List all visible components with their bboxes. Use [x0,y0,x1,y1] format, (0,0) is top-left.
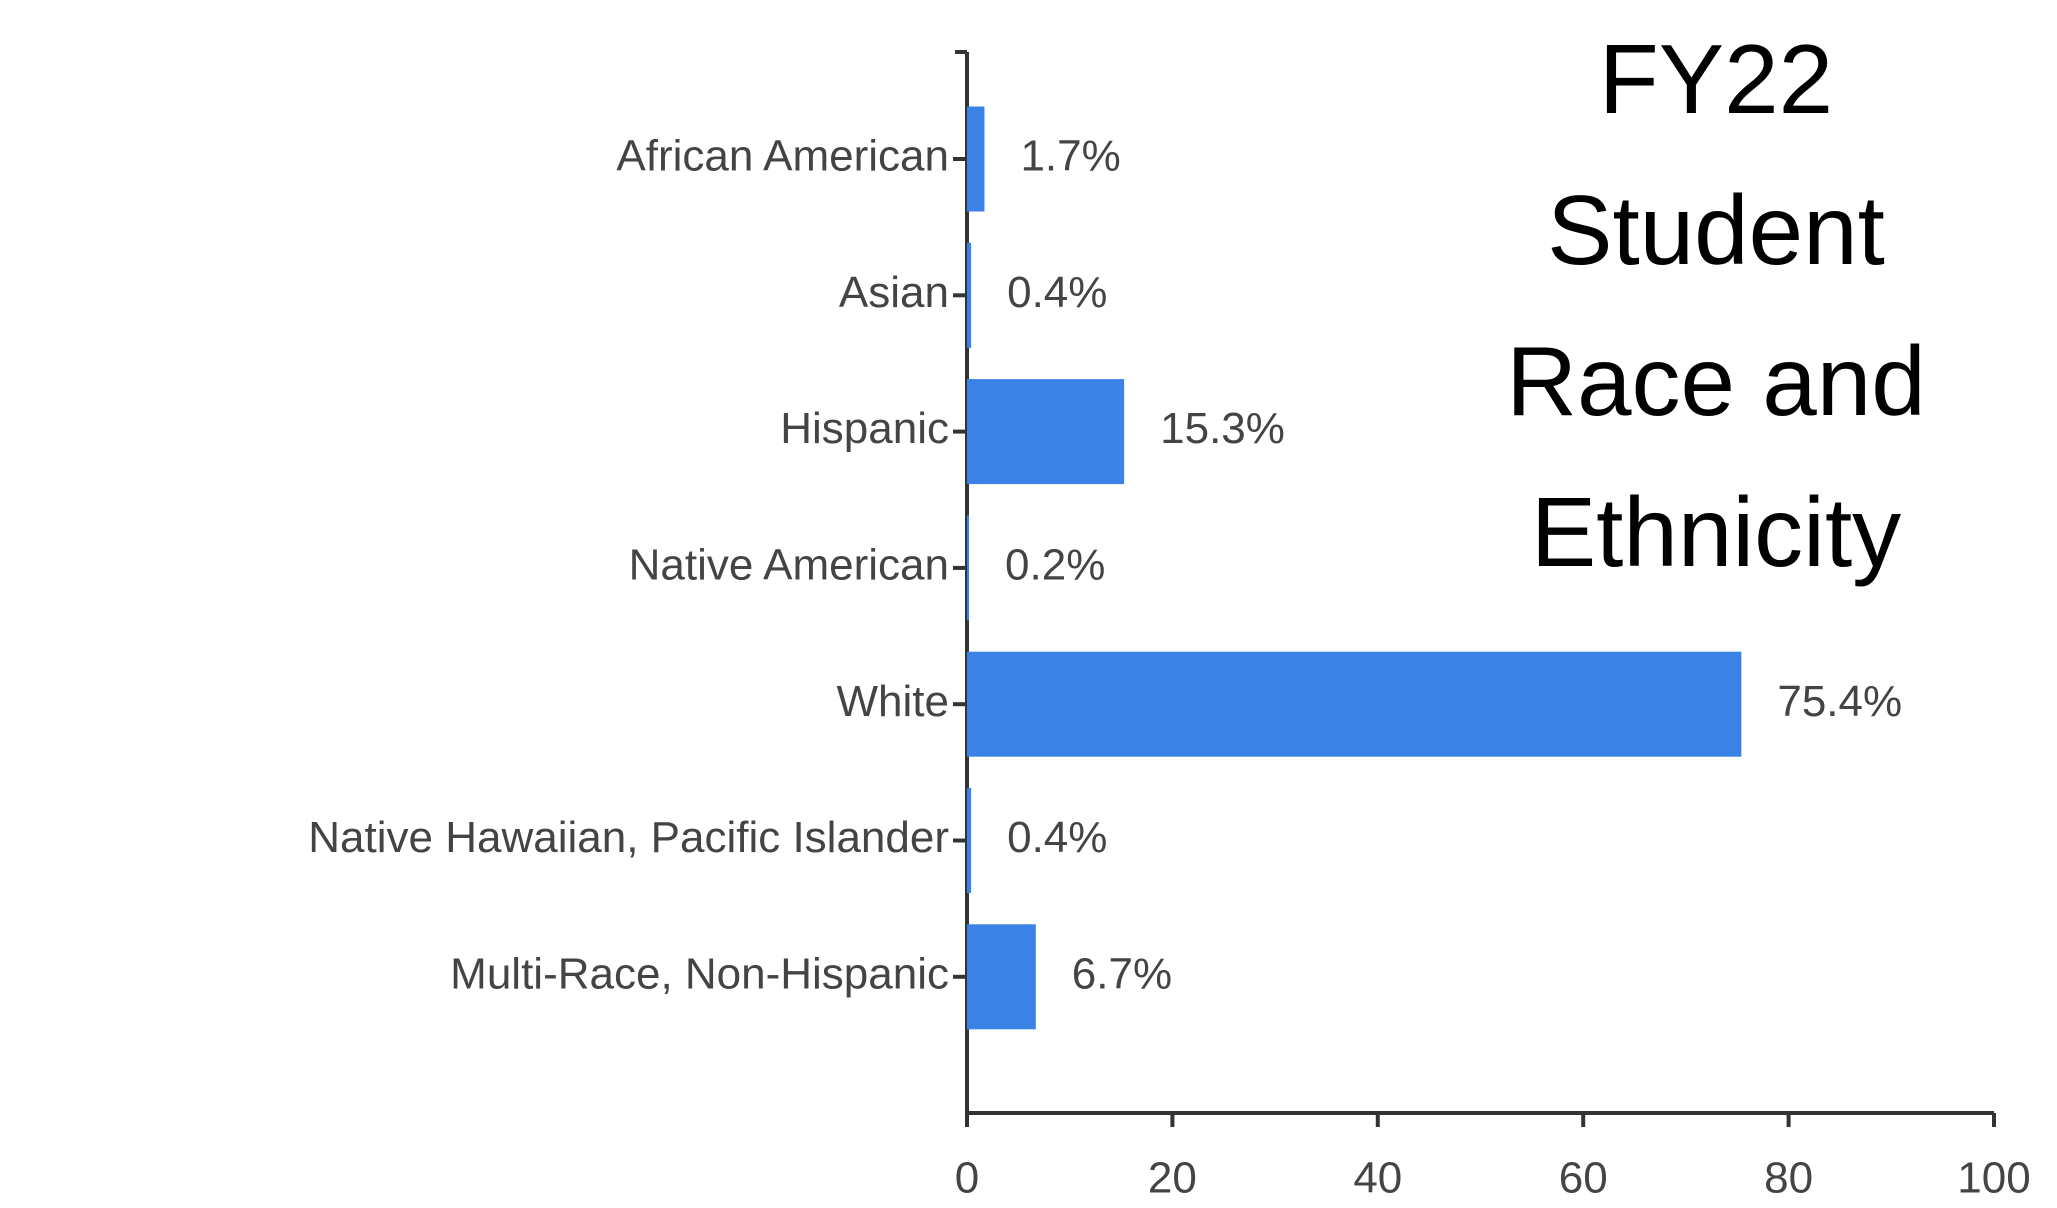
x-tick-label: 100 [1957,1154,2030,1203]
x-tick-label: 0 [955,1154,979,1203]
y-tick-label: Multi-Race, Non-Hispanic [450,949,949,998]
bar [967,788,972,893]
bar [967,379,1125,485]
x-tick-label: 40 [1353,1154,1402,1203]
value-label: 0.4% [1007,813,1107,862]
bar [967,651,1742,757]
value-label: 75.4% [1777,677,1902,726]
value-label: 1.7% [1020,132,1120,181]
bar [967,242,972,348]
x-tick-label: 20 [1148,1154,1197,1203]
value-label: 15.3% [1160,404,1285,453]
x-tick-label: 60 [1559,1154,1608,1203]
bar [967,515,970,621]
y-tick-label: African American [616,132,949,181]
y-tick-label: Asian [839,268,949,317]
y-tick-label: Native Hawaiian, Pacific Islander [308,813,949,862]
y-tick-label: White [837,677,949,726]
bar [967,106,985,212]
value-label: 6.7% [1072,949,1172,998]
x-tick-label: 80 [1764,1154,1813,1203]
value-label: 0.4% [1007,268,1107,317]
value-label: 0.2% [1005,541,1105,590]
bar [967,924,1036,1030]
y-tick-label: Hispanic [780,404,949,453]
y-tick-label: Native American [629,541,949,590]
chart-title: FY22 Student Race and Ethnicity [1506,24,1926,587]
